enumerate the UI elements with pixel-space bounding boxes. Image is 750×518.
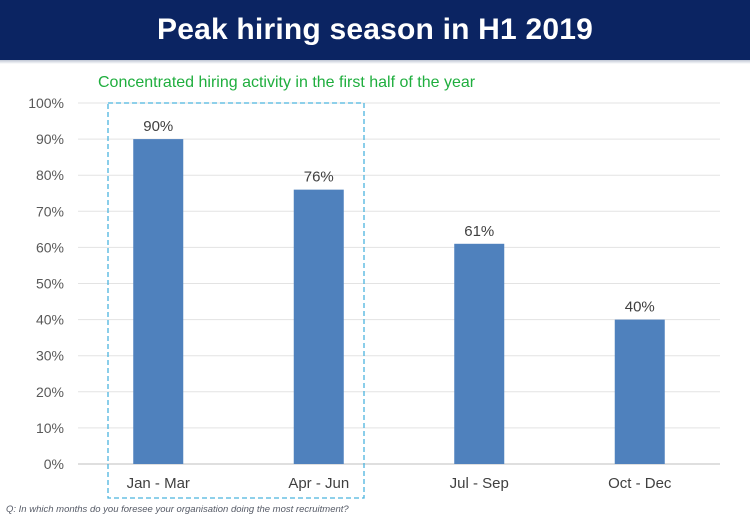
- data-labels: 90% 76% 61% 40%: [143, 118, 655, 316]
- x-tick-label: Apr - Jun: [288, 475, 349, 492]
- page-title: Peak hiring season in H1 2019: [157, 13, 593, 46]
- data-label: 76%: [304, 169, 334, 186]
- bar: [454, 243, 505, 464]
- x-tick-label: Jul - Sep: [450, 475, 509, 492]
- y-tick-label: 40%: [36, 312, 64, 328]
- y-tick-label: 70%: [36, 203, 64, 219]
- highlight-box-layer: [107, 102, 365, 499]
- bar: [614, 319, 665, 464]
- y-tick-label: 90%: [36, 131, 64, 147]
- y-tick-label: 10%: [36, 420, 64, 436]
- x-axis-ticks: Jan - Mar Apr - Jun Jul - Sep Oct - Dec: [127, 475, 672, 492]
- x-tick-label: Oct - Dec: [608, 475, 672, 492]
- data-label: 90%: [143, 118, 173, 135]
- banner-shadow: [0, 60, 750, 64]
- bar: [293, 189, 344, 464]
- data-label: 61%: [464, 223, 494, 240]
- y-tick-label: 0%: [44, 456, 64, 472]
- bars: [133, 139, 665, 464]
- chart-subtitle: Concentrated hiring activity in the firs…: [98, 74, 476, 91]
- data-label: 40%: [625, 299, 655, 316]
- bar: [133, 139, 184, 464]
- y-tick-label: 100%: [28, 95, 64, 111]
- y-axis-ticks: 0% 10% 20% 30% 40% 50% 60% 70% 80% 90% 100%: [28, 95, 64, 472]
- y-tick-label: 60%: [36, 239, 64, 255]
- x-tick-label: Jan - Mar: [127, 475, 190, 492]
- y-tick-label: 50%: [36, 276, 64, 292]
- y-tick-label: 30%: [36, 348, 64, 364]
- title-banner: Peak hiring season in H1 2019: [0, 0, 750, 60]
- y-tick-label: 80%: [36, 167, 64, 183]
- highlight-box: [107, 102, 365, 499]
- y-tick-label: 20%: [36, 384, 64, 400]
- survey-question-footnote: Q: In which months do you foresee your o…: [6, 504, 349, 515]
